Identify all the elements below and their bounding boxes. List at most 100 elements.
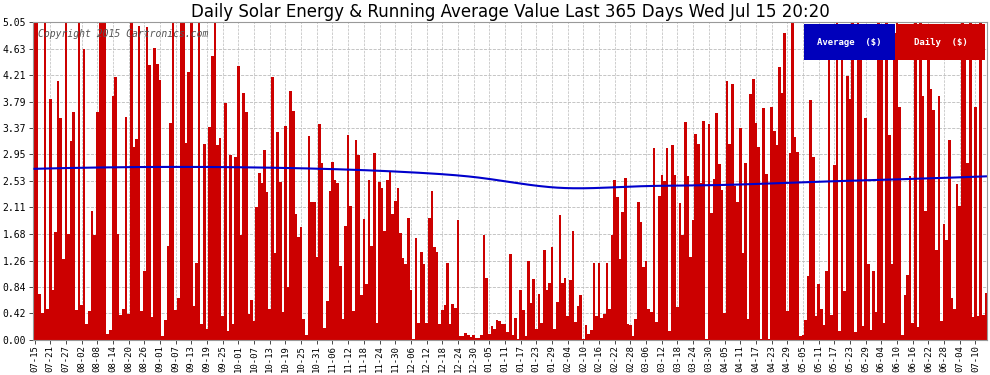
Bar [843,291,846,340]
Bar [731,84,734,340]
Bar [864,118,867,340]
Bar [637,202,640,340]
Bar [203,144,206,340]
Bar [496,320,498,340]
Bar [606,262,608,340]
Bar [324,328,326,340]
Bar [428,219,431,340]
Bar [423,264,426,340]
Bar [352,310,354,340]
Bar [812,157,815,340]
Bar [553,329,556,340]
Bar [922,96,925,340]
Bar [687,176,689,340]
Bar [436,252,439,340]
Bar [644,261,647,340]
Bar [237,66,240,340]
Bar [161,336,164,340]
Bar [810,100,812,340]
Bar [566,316,569,340]
Bar [953,309,956,340]
Bar [230,155,232,340]
Bar [177,298,179,340]
Bar [828,45,831,340]
Bar [394,201,397,340]
Bar [179,22,182,340]
Bar [901,335,904,340]
Bar [742,253,744,340]
Bar [281,312,284,340]
Bar [948,140,950,340]
Bar [51,290,54,340]
Bar [75,310,77,340]
Bar [96,112,99,340]
Bar [263,150,266,340]
Bar [190,22,193,340]
Bar [454,308,456,340]
Bar [767,339,770,340]
Bar [501,324,504,340]
Bar [182,22,185,340]
Bar [439,324,441,340]
Bar [668,331,671,340]
Bar [530,303,533,340]
Bar [404,264,407,340]
Bar [616,197,619,340]
Bar [935,250,938,340]
Bar [679,203,681,340]
Bar [418,323,420,340]
Bar [214,22,216,340]
Bar [34,22,36,340]
Bar [958,206,961,340]
Bar [469,337,472,340]
Bar [754,123,757,340]
Bar [673,175,676,340]
Bar [684,122,687,340]
Bar [909,176,912,340]
FancyBboxPatch shape [804,24,895,60]
Bar [310,202,313,340]
Bar [475,338,477,340]
Bar [660,175,663,340]
Bar [36,22,39,340]
Bar [120,315,122,340]
Bar [80,304,83,340]
Bar [789,153,791,340]
Bar [585,325,587,340]
Bar [198,22,201,340]
Bar [462,336,464,340]
Bar [268,309,271,340]
Bar [977,316,979,340]
Bar [99,22,101,340]
Bar [627,324,630,340]
Bar [85,324,88,340]
Bar [193,306,195,340]
Bar [647,309,650,340]
Bar [141,311,143,340]
Bar [697,144,700,340]
Bar [963,52,966,340]
Bar [201,324,203,340]
Bar [716,113,718,340]
Bar [538,294,541,340]
Bar [169,123,171,340]
Bar [313,202,316,340]
Bar [292,111,295,340]
Bar [415,238,418,340]
Bar [966,163,969,340]
Bar [781,93,783,340]
Bar [287,287,289,340]
Bar [520,290,522,340]
Bar [710,213,713,340]
Bar [608,309,611,340]
Bar [378,182,381,340]
Bar [582,339,585,340]
Bar [762,108,765,340]
Bar [128,314,130,340]
Bar [888,135,891,340]
Bar [851,22,854,340]
Bar [869,330,872,340]
Bar [156,64,158,340]
Bar [284,126,287,340]
Bar [106,334,109,340]
